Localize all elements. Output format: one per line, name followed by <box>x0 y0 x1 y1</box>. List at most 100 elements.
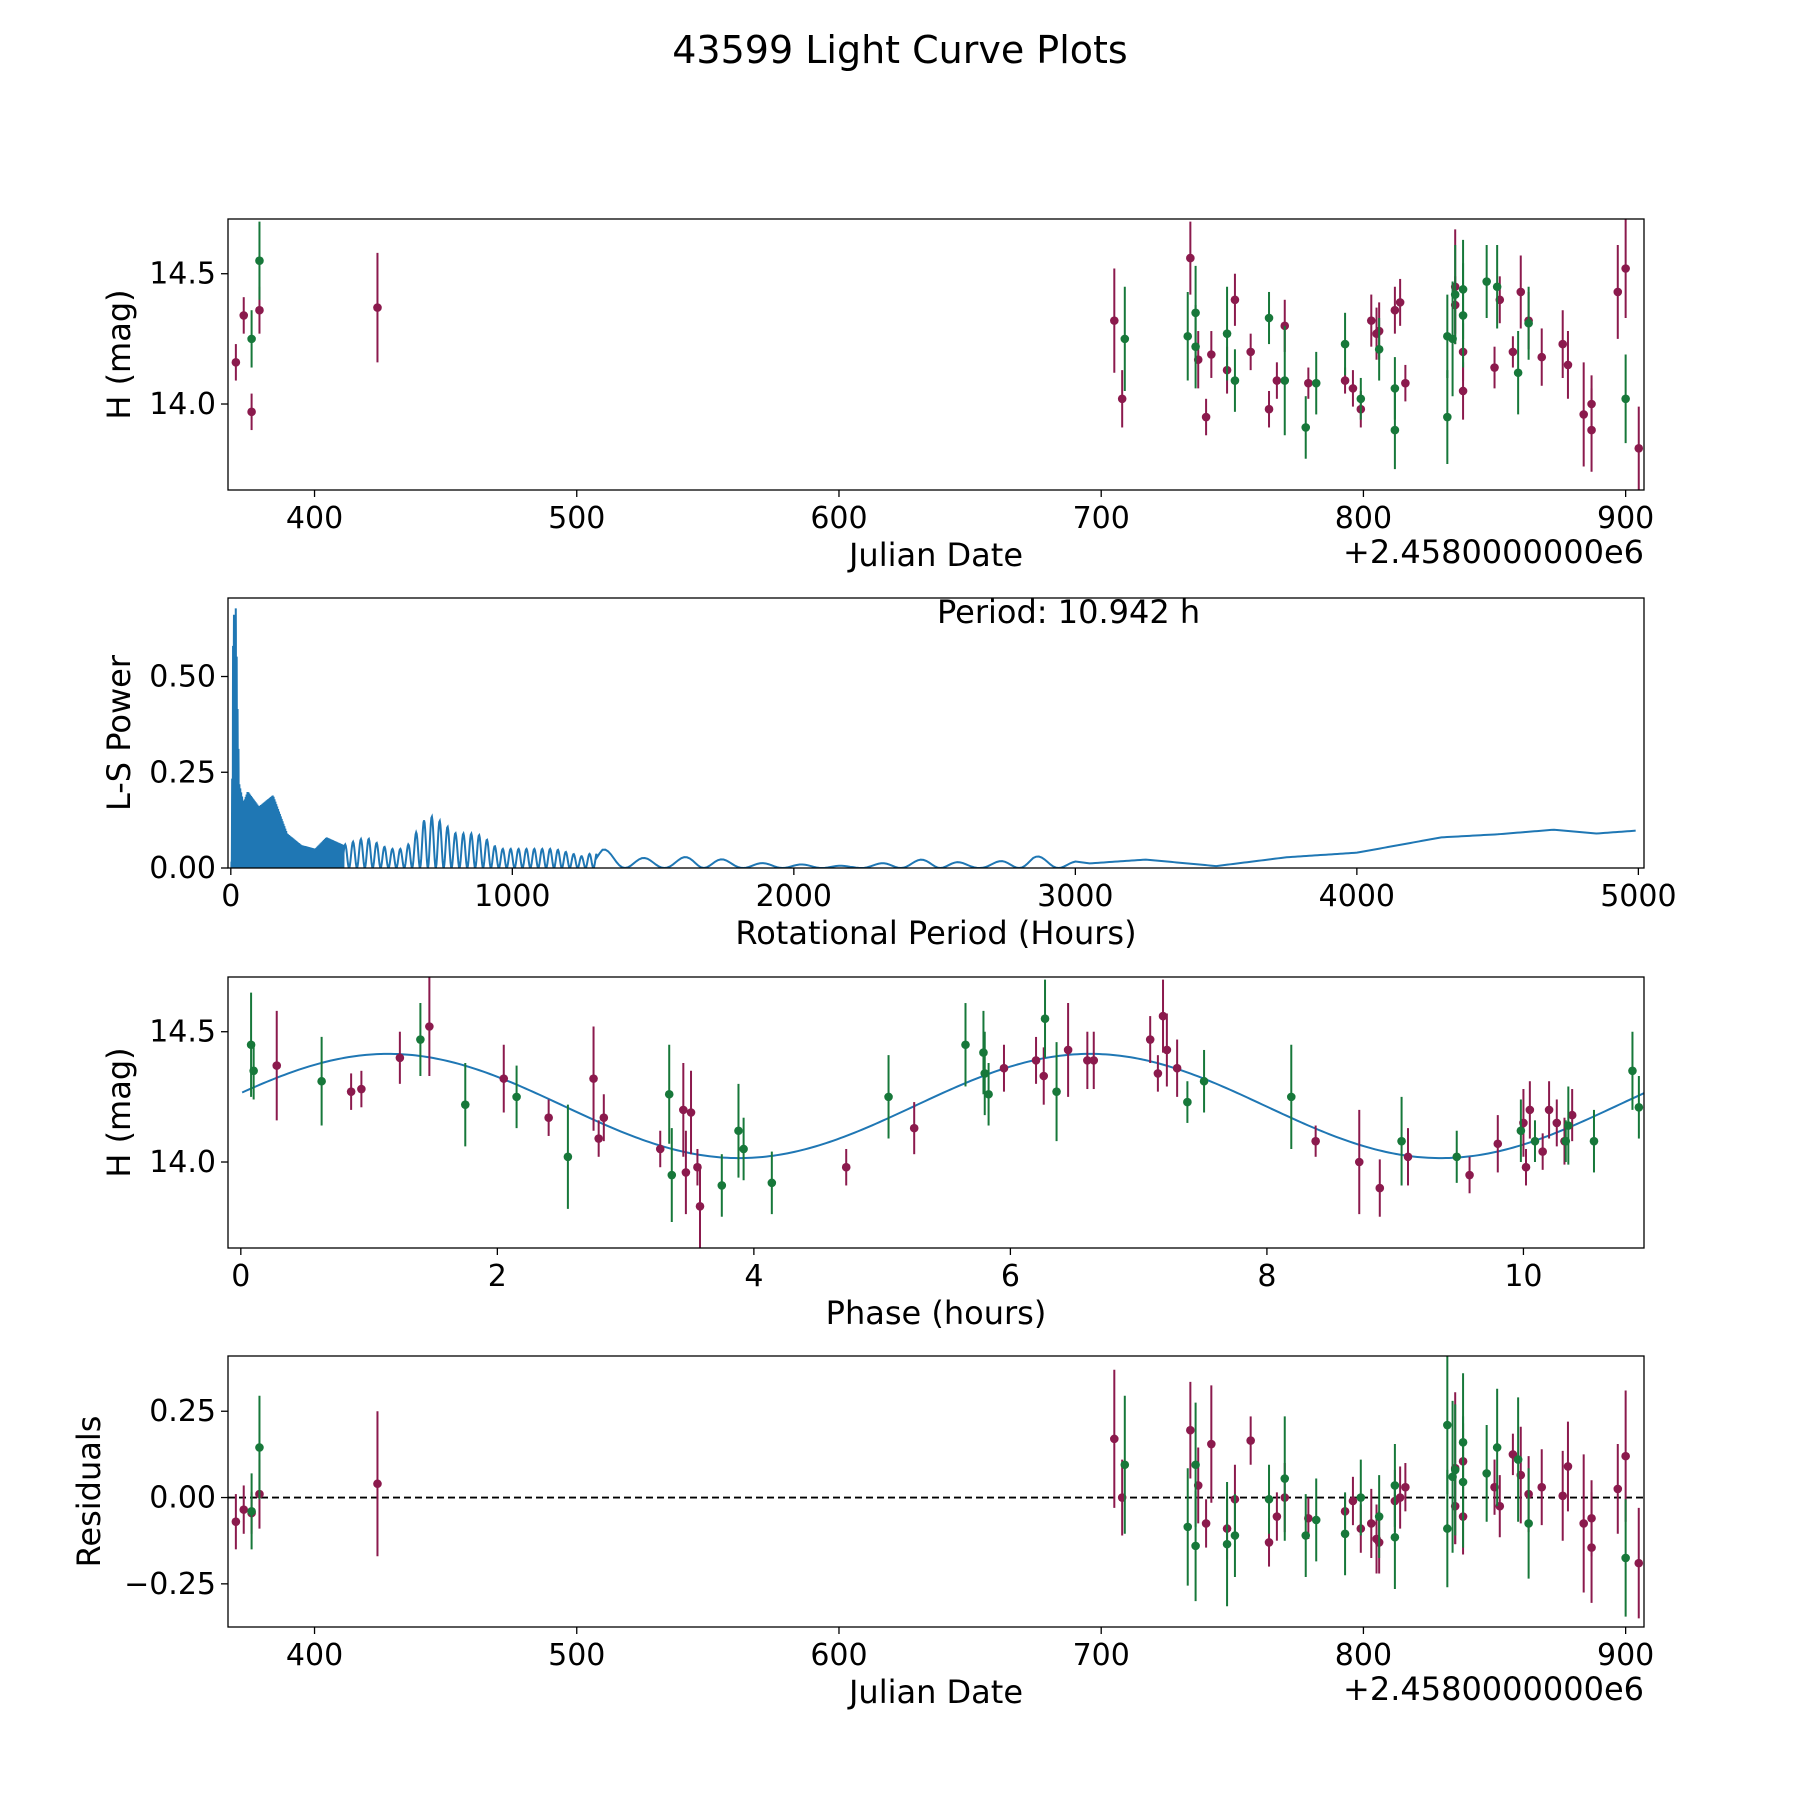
data-point <box>681 1168 691 1177</box>
data-point <box>249 1066 258 1076</box>
data-point <box>734 1126 743 1136</box>
data-point <box>1201 412 1211 422</box>
data-point <box>1587 425 1596 435</box>
x-tick-label: 10 <box>1504 1259 1542 1294</box>
data-point <box>1589 1136 1599 1146</box>
y-tick-label: 0.00 <box>149 851 216 886</box>
data-point <box>1587 1543 1596 1552</box>
data-point <box>1191 342 1200 351</box>
data-point <box>357 1084 366 1094</box>
data-point <box>231 358 241 367</box>
x-tick-label: 400 <box>286 1638 343 1673</box>
data-point <box>1401 1482 1410 1492</box>
data-point <box>1186 1425 1195 1435</box>
data-point <box>499 1074 509 1083</box>
data-point <box>1246 1436 1255 1445</box>
data-point <box>1311 1515 1321 1525</box>
series-obs-b <box>247 221 1630 470</box>
data-point <box>1230 295 1240 305</box>
data-point <box>1280 1474 1290 1483</box>
data-point <box>1356 1493 1366 1502</box>
data-point <box>1158 1011 1168 1021</box>
data-point <box>1286 1092 1296 1102</box>
plot-area <box>228 1356 1644 1619</box>
data-point <box>255 305 264 315</box>
data-point <box>373 303 382 312</box>
data-point <box>1199 1076 1209 1086</box>
data-point <box>999 1063 1009 1073</box>
data-point <box>1508 347 1518 357</box>
data-point <box>512 1092 521 1102</box>
data-point <box>1230 1531 1240 1540</box>
plot-area <box>241 977 1644 1248</box>
data-point <box>1537 352 1547 362</box>
x-tick-label: 2 <box>488 1259 507 1294</box>
y-tick-label: 14.0 <box>149 387 216 422</box>
data-point <box>1145 1035 1155 1044</box>
y-tick-label: 14.0 <box>149 1145 216 1180</box>
data-point <box>667 1170 677 1180</box>
data-point <box>1621 1451 1630 1461</box>
data-point <box>686 1108 696 1117</box>
data-point <box>255 1443 264 1452</box>
period-annotation: Period: 10.942 h <box>937 593 1200 631</box>
y-axis-label: Residuals <box>70 1416 108 1568</box>
data-point <box>1401 378 1410 388</box>
data-point <box>1516 1126 1526 1136</box>
data-point <box>1063 1045 1073 1055</box>
data-point <box>1613 287 1623 297</box>
x-tick-label: 0 <box>221 879 240 914</box>
data-point <box>1110 316 1119 325</box>
y-tick-label: 14.5 <box>149 257 216 292</box>
data-point <box>1492 282 1502 292</box>
data-point <box>1458 386 1468 396</box>
x-tick-label: 5000 <box>1600 879 1676 914</box>
data-point <box>1089 1056 1099 1065</box>
data-point <box>247 407 256 417</box>
x-tick-label: 6 <box>1001 1259 1020 1294</box>
data-point <box>1230 376 1240 385</box>
plot-area <box>231 219 1644 490</box>
data-point <box>1340 376 1350 385</box>
panel-phased: 0 2 4 6 8 10 14.0 14.5 Phase (hours) H (mag) <box>100 976 1645 1332</box>
x-axis-label: Julian Date <box>847 1673 1023 1711</box>
x-tick-label: 1000 <box>474 879 550 914</box>
x-tick-label: 700 <box>1073 501 1130 536</box>
data-point <box>1153 1069 1163 1078</box>
data-point <box>1443 412 1452 422</box>
data-point <box>1452 1152 1462 1162</box>
data-point <box>1374 1512 1384 1521</box>
data-point <box>416 1035 425 1044</box>
data-point <box>1272 376 1282 385</box>
data-point <box>1579 1519 1588 1528</box>
x-tick-label: 8 <box>1257 1259 1276 1294</box>
data-point <box>1538 1147 1547 1156</box>
x-tick-label: 400 <box>286 501 343 536</box>
data-point <box>1264 313 1274 323</box>
data-point <box>1493 1139 1503 1149</box>
x-axis-label: Phase (hours) <box>826 1294 1047 1332</box>
data-point <box>1301 423 1311 432</box>
data-point <box>1264 404 1274 414</box>
y-tick-label: 14.5 <box>149 1015 216 1050</box>
x-tick-label: 600 <box>810 501 867 536</box>
data-point <box>1395 1493 1405 1502</box>
x-tick-label: 800 <box>1335 501 1392 536</box>
data-point <box>1552 1118 1562 1128</box>
data-point <box>1356 394 1366 404</box>
panel-lightcurve: 400 500 600 700 800 900 14.0 14.5 Julian Date H (… <box>100 218 1654 574</box>
data-point <box>1524 1519 1533 1528</box>
x-tick-label: 600 <box>810 1638 867 1673</box>
data-point <box>1621 1553 1630 1563</box>
series-obs-a <box>272 977 1577 1248</box>
data-point <box>1492 1443 1502 1452</box>
data-point <box>317 1076 326 1086</box>
data-point <box>1031 1056 1041 1065</box>
data-point <box>1120 1460 1130 1470</box>
data-point <box>1304 378 1313 388</box>
data-point <box>1186 253 1195 263</box>
data-point <box>272 1061 282 1070</box>
x-tick-label: 800 <box>1335 1638 1392 1673</box>
data-point <box>1390 425 1400 435</box>
